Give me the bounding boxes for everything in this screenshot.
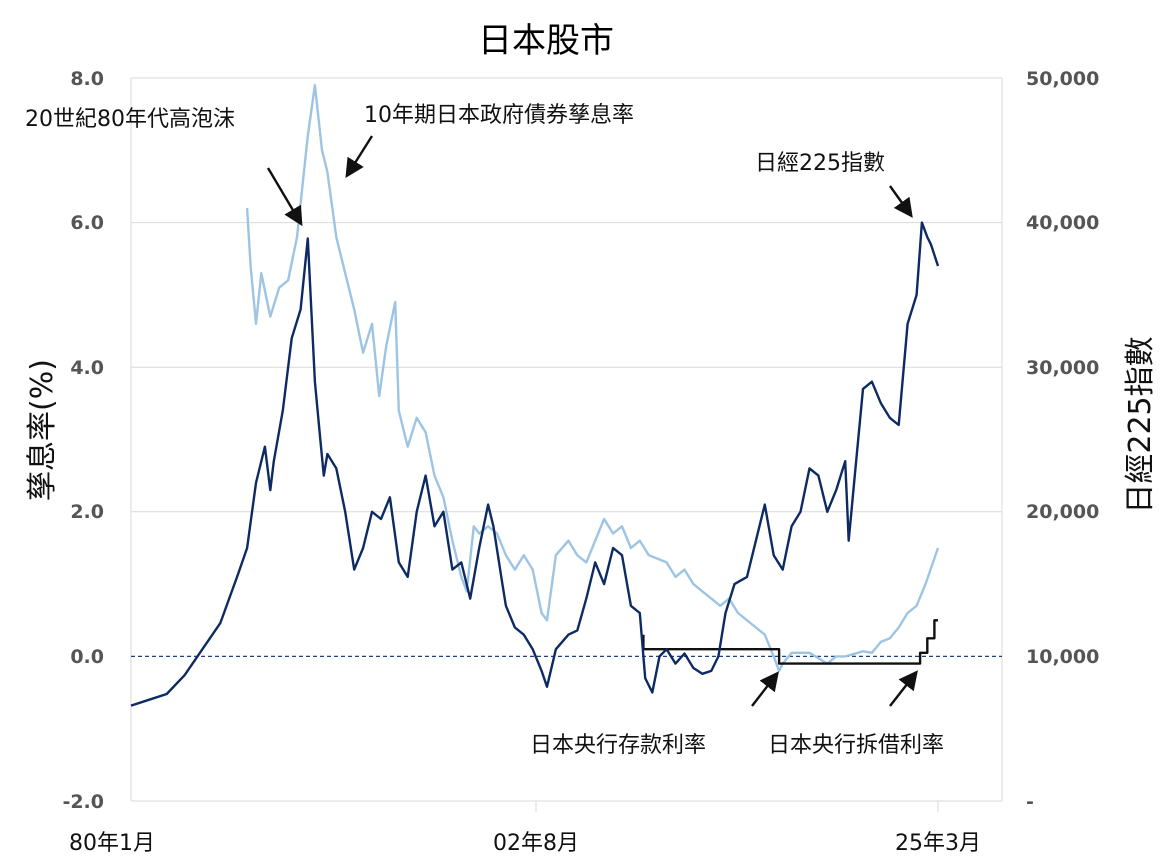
series-layer — [130, 83, 940, 707]
annotation-jgb-arrow — [345, 135, 374, 179]
y-axis-left-title: 孳息率(%) — [25, 359, 60, 501]
chart-title: 日本股市 — [478, 21, 614, 61]
x-tick-start: 80年1月 — [69, 831, 155, 856]
y-left-tick-2: 2.0 — [70, 501, 104, 523]
series-line-jgb10y — [245, 83, 940, 673]
y-left-tick-neg2: -2.0 — [62, 791, 104, 813]
x-tick-mid: 02年8月 — [493, 831, 579, 856]
y-right-tick-0: - — [1026, 791, 1034, 813]
annotation-call-rate: 日本央行拆借利率 — [768, 733, 944, 758]
annotation-deposit-rate: 日本央行存款利率 — [530, 733, 706, 758]
y-right-tick-30000: 30,000 — [1026, 357, 1099, 379]
y-left-tick-4: 4.0 — [70, 357, 104, 379]
y-right-tick-50000: 50,000 — [1026, 68, 1099, 90]
series-line-nikkei — [130, 221, 940, 707]
annotation-call-arrow — [889, 670, 918, 707]
y-right-tick-10000: 10,000 — [1026, 646, 1099, 668]
annotation-deposit-arrow — [751, 671, 779, 707]
annotation-nikkei: 日經225指數 — [755, 151, 885, 176]
y-left-tick-8: 8.0 — [70, 68, 104, 90]
grid-lines — [131, 77, 1002, 802]
annotation-bubble-arrow — [266, 167, 303, 227]
annotation-jgb: 10年期日本政府債券孳息率 — [364, 103, 634, 128]
y-left-tick-6: 6.0 — [70, 212, 104, 234]
series-line-boj-call — [784, 619, 938, 665]
y-axis-right-title: 日經225指數 — [1123, 336, 1158, 513]
annotation-nikkei-arrow — [889, 185, 913, 218]
y-right-tick-20000: 20,000 — [1026, 501, 1099, 523]
annotation-bubble: 20世紀80年代高泡沫 — [25, 107, 235, 132]
series-line-boj-deposit — [642, 634, 785, 665]
y-left-tick-0: 0.0 — [70, 646, 104, 668]
y-right-tick-40000: 40,000 — [1026, 212, 1099, 234]
x-tick-end: 25年3月 — [895, 831, 981, 856]
